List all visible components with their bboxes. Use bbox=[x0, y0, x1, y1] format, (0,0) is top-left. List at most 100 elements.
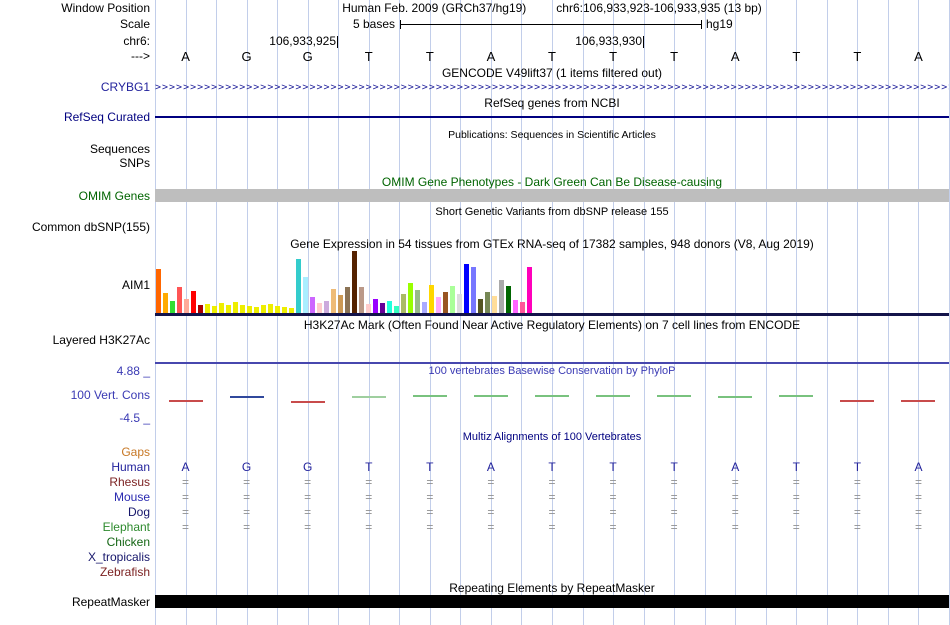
scale-value: 5 bases bbox=[352, 17, 395, 31]
grid-line bbox=[490, 0, 492, 625]
grid-line bbox=[307, 0, 309, 625]
refseq-track-title: RefSeq genes from NCBI bbox=[484, 96, 620, 110]
assembly-name: Human Feb. 2009 (GRCh37/hg19) bbox=[342, 1, 527, 15]
multiz-species-label-human[interactable]: Human bbox=[111, 460, 150, 474]
multiz-align-mark: = bbox=[853, 505, 861, 519]
grid-line bbox=[613, 0, 615, 625]
gtex-bar bbox=[436, 297, 441, 313]
multiz-align-mark: = bbox=[487, 475, 495, 489]
multiz-align-mark: = bbox=[853, 490, 861, 504]
grid-line bbox=[399, 0, 401, 625]
omim-track-title: OMIM Gene Phenotypes - Dark Green Can Be… bbox=[381, 175, 723, 189]
h3k27ac-signal-line[interactable] bbox=[155, 362, 949, 364]
gtex-bar bbox=[170, 301, 175, 313]
base-letter: A bbox=[486, 49, 496, 64]
gtex-bar bbox=[450, 286, 455, 313]
multiz-align-mark: = bbox=[914, 490, 922, 504]
multiz-species-label-gaps[interactable]: Gaps bbox=[121, 445, 150, 459]
repeatmasker-label[interactable]: RepeatMasker bbox=[71, 595, 150, 609]
scale-bar bbox=[400, 20, 702, 29]
gtex-bar bbox=[177, 287, 182, 313]
gtex-bar bbox=[324, 301, 329, 313]
gtex-bar bbox=[331, 289, 336, 313]
grid-line bbox=[735, 0, 737, 625]
multiz-species-label-elephant[interactable]: Elephant bbox=[102, 520, 150, 534]
dbsnp-track-title: Short Genetic Variants from dbSNP releas… bbox=[435, 206, 669, 218]
gtex-bar bbox=[212, 306, 217, 313]
gencode-track-title: GENCODE V49lift37 (1 items filtered out) bbox=[441, 66, 663, 80]
base-letter: A bbox=[181, 49, 190, 64]
gene-strand-arrows[interactable]: >>>>>>>>>>>>>>>>>>>>>>>>>>>>>>>>>>>>>>>>… bbox=[155, 82, 949, 93]
gtex-bar bbox=[429, 285, 434, 313]
multiz-human-base: T bbox=[792, 460, 800, 474]
grid-line bbox=[796, 0, 798, 625]
multiz-align-mark: = bbox=[914, 475, 922, 489]
multiz-species-label-mouse[interactable]: Mouse bbox=[113, 490, 150, 504]
multiz-human-base: G bbox=[303, 460, 313, 474]
grid-line bbox=[826, 0, 828, 625]
multiz-human-base: T bbox=[365, 460, 373, 474]
gtex-bar bbox=[492, 296, 497, 313]
multiz-human-base: T bbox=[670, 460, 678, 474]
multiz-align-mark: = bbox=[853, 520, 861, 534]
grid-line bbox=[582, 0, 584, 625]
phylop-mark bbox=[779, 395, 814, 398]
omim-gene-bar[interactable] bbox=[155, 189, 949, 202]
multiz-species-label-rhesus[interactable]: Rhesus bbox=[109, 475, 150, 489]
gtex-bar bbox=[401, 294, 406, 313]
multiz-align-mark: = bbox=[792, 490, 800, 504]
multiz-species-label-dog[interactable]: Dog bbox=[127, 505, 150, 519]
gene-label-crybg1[interactable]: CRYBG1 bbox=[100, 80, 150, 94]
common-dbsnp-label[interactable]: Common dbSNP(155) bbox=[31, 220, 150, 234]
multiz-species-label-x-tropicalis[interactable]: X_tropicalis bbox=[87, 550, 150, 564]
multiz-human-base: T bbox=[853, 460, 862, 474]
refseq-curated-label[interactable]: RefSeq Curated bbox=[63, 110, 150, 124]
gtex-bar bbox=[247, 306, 252, 313]
multiz-align-mark: = bbox=[670, 520, 678, 534]
phylop-mark bbox=[718, 395, 753, 398]
repeatmasker-track-title: Repeating Elements by RepeatMasker bbox=[449, 581, 655, 595]
grid-line bbox=[857, 0, 859, 625]
assembly-position-line: Human Feb. 2009 (GRCh37/hg19) chr6:106,93… bbox=[155, 2, 949, 15]
base-letter: G bbox=[302, 49, 313, 64]
gtex-gene-label-aim1[interactable]: AIM1 bbox=[121, 278, 150, 292]
multiz-align-mark: = bbox=[487, 505, 495, 519]
multiz-align-mark: = bbox=[548, 475, 556, 489]
snps-label[interactable]: SNPs bbox=[119, 156, 150, 170]
multiz-align-mark: = bbox=[365, 505, 373, 519]
multiz-align-mark: = bbox=[243, 490, 251, 504]
base-letter: T bbox=[425, 49, 434, 64]
refseq-gene-line[interactable] bbox=[155, 116, 949, 118]
gtex-bar bbox=[506, 286, 511, 313]
multiz-align-mark: = bbox=[731, 520, 739, 534]
multiz-align-mark: = bbox=[914, 520, 922, 534]
multiz-align-mark: = bbox=[853, 475, 861, 489]
gtex-track-title: Gene Expression in 54 tissues from GTEx … bbox=[290, 237, 814, 251]
multiz-align-mark: = bbox=[426, 475, 434, 489]
gtex-bar bbox=[471, 267, 476, 313]
gtex-bar bbox=[296, 259, 301, 313]
omim-genes-label[interactable]: OMIM Genes bbox=[78, 189, 150, 203]
multiz-align-mark: = bbox=[548, 520, 556, 534]
multiz-species-label-chicken[interactable]: Chicken bbox=[106, 535, 150, 549]
scale-label: Scale bbox=[119, 17, 150, 31]
gtex-bar bbox=[261, 305, 266, 313]
h3k27ac-track-title: H3K27Ac Mark (Often Found Near Active Re… bbox=[303, 318, 801, 332]
phylop-mark bbox=[351, 395, 386, 398]
sequences-label[interactable]: Sequences bbox=[89, 142, 150, 156]
vert-cons-label[interactable]: 100 Vert. Cons bbox=[70, 388, 150, 402]
multiz-human-base: A bbox=[914, 460, 923, 474]
multiz-align-mark: = bbox=[304, 520, 312, 534]
gtex-baseline bbox=[155, 313, 949, 316]
layered-h3k27ac-label[interactable]: Layered H3K27Ac bbox=[52, 333, 150, 347]
phylop-mark bbox=[412, 395, 447, 397]
gtex-bar bbox=[359, 287, 364, 313]
repeatmasker-bar[interactable] bbox=[155, 595, 949, 608]
multiz-align-mark: = bbox=[609, 520, 617, 534]
scale-bar-line bbox=[401, 24, 701, 25]
multiz-species-label-zebrafish[interactable]: Zebrafish bbox=[99, 565, 150, 579]
gtex-bar bbox=[443, 292, 448, 313]
multiz-human-base: T bbox=[426, 460, 434, 474]
multiz-human-base: A bbox=[486, 460, 495, 474]
base-letter: G bbox=[241, 49, 252, 64]
